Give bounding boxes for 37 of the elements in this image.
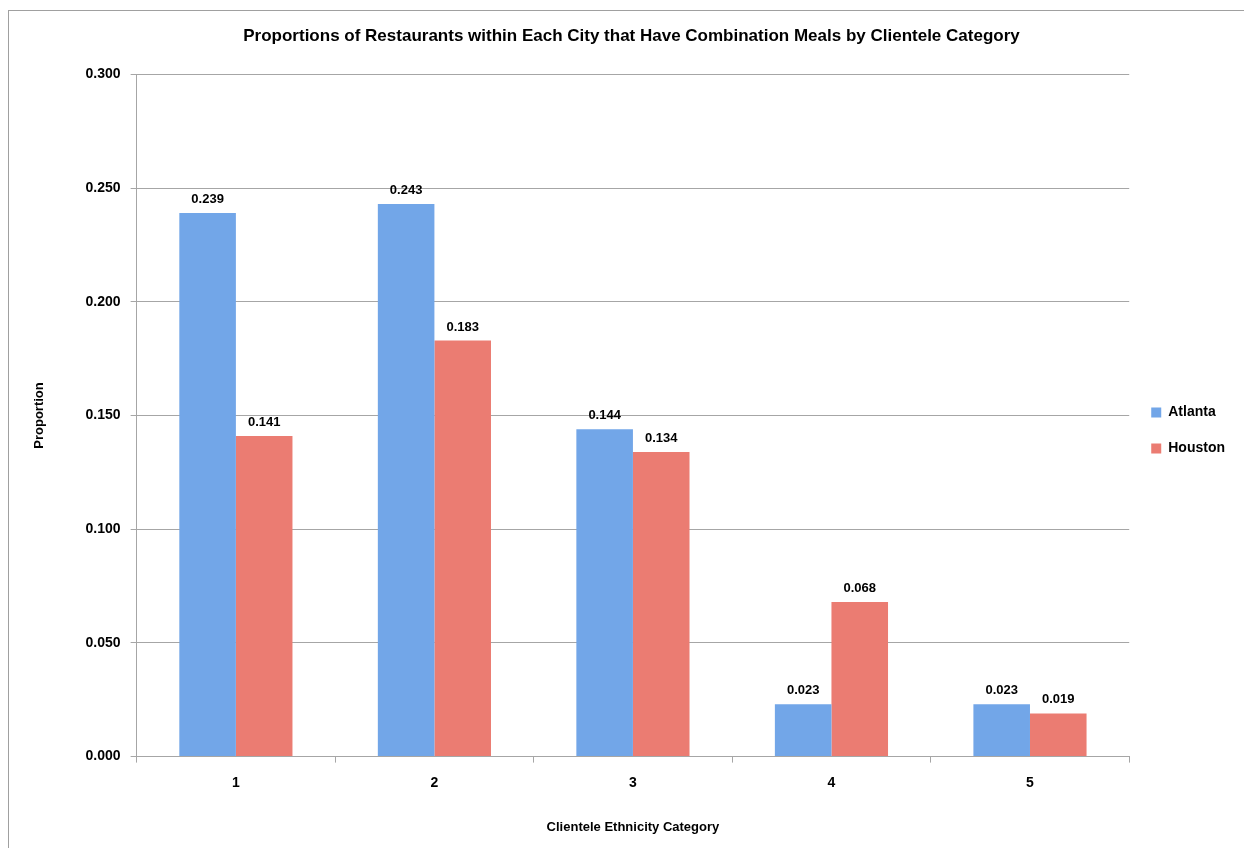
legend-label: Houston (1168, 439, 1225, 456)
data-label: 0.144 (588, 407, 622, 423)
data-label: 0.023 (985, 682, 1018, 698)
legend-label: Atlanta (1168, 403, 1216, 420)
x-tick-label: 3 (629, 773, 638, 790)
bar (377, 204, 435, 757)
bar (1029, 713, 1087, 757)
x-tick-label: 1 (232, 773, 240, 790)
data-label: 0.023 (786, 682, 820, 698)
bar (831, 601, 889, 757)
bar (632, 451, 690, 757)
y-tick-label: 0.300 (85, 65, 121, 82)
y-tick-label: 0.000 (85, 747, 121, 764)
data-label: 0.068 (843, 580, 877, 596)
bar (576, 429, 633, 757)
data-label: 0.019 (1041, 691, 1075, 707)
x-tick-label: 4 (827, 773, 836, 790)
x-tick-label: 5 (1026, 773, 1035, 790)
y-tick-label: 0.050 (85, 633, 121, 650)
data-label: 0.183 (446, 318, 479, 334)
y-tick-label: 0.200 (85, 292, 121, 309)
bar (235, 435, 293, 757)
y-tick-label: 0.150 (85, 406, 121, 423)
data-label: 0.239 (191, 191, 224, 207)
data-label: 0.243 (389, 182, 423, 198)
x-axis-title: Clientele Ethnicity Category (546, 818, 721, 834)
y-tick-label: 0.100 (85, 520, 121, 537)
bar (973, 704, 1030, 757)
y-tick-label: 0.250 (85, 178, 121, 195)
x-tick-label: 2 (430, 773, 439, 790)
bar (434, 340, 491, 757)
bar (179, 213, 236, 757)
data-label: 0.141 (247, 414, 281, 430)
data-label: 0.134 (644, 429, 679, 445)
y-axis-title: Proportion (31, 382, 47, 449)
chart-title: Proportions of Restaurants within Each City that Have Combination Meals by Clientele Category (243, 25, 1021, 45)
bar (774, 704, 832, 757)
